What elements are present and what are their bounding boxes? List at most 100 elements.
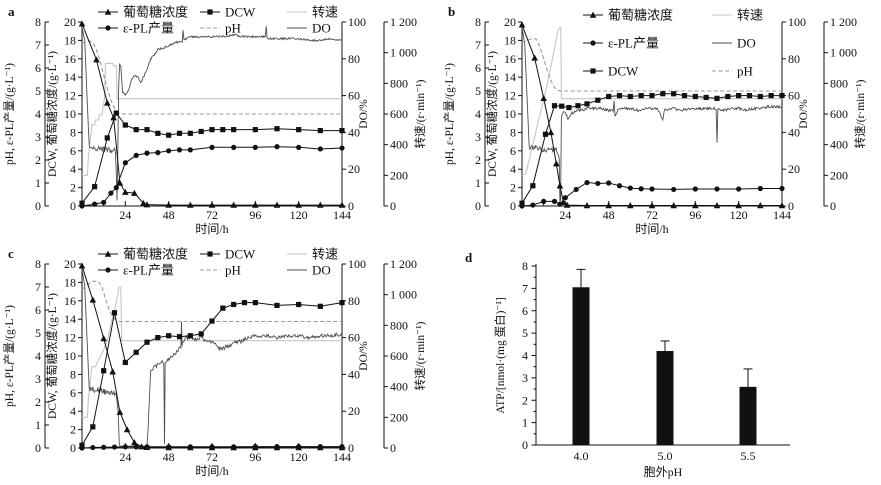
square-marker — [339, 300, 345, 306]
square-marker — [231, 127, 237, 133]
square-marker — [649, 93, 655, 99]
triangle-marker — [556, 182, 564, 189]
tick-label: 8 — [522, 259, 528, 273]
tick-label: 6 — [475, 61, 481, 75]
square-marker — [79, 442, 85, 448]
circle-marker — [779, 185, 785, 192]
tick-label: 8 — [35, 257, 41, 271]
square-marker — [90, 424, 96, 430]
tick-label: 400 — [390, 138, 408, 152]
tick-label: 16 — [504, 52, 516, 66]
legend-entry-ph: pH — [200, 263, 241, 278]
legend-label: pH — [225, 21, 241, 36]
square-marker — [559, 103, 565, 109]
circle-marker — [101, 444, 107, 450]
tick-label: 96 — [689, 208, 701, 222]
tick-label: 2 — [35, 395, 41, 409]
circle-marker — [209, 144, 215, 150]
tick-label: 100 — [348, 15, 366, 29]
tick-label: 6 — [35, 61, 41, 75]
series-dcw-markers — [79, 300, 345, 448]
tick-label: 6 — [35, 303, 41, 317]
square-marker — [207, 9, 213, 15]
triangle-marker — [589, 11, 597, 18]
square-marker — [317, 303, 323, 309]
legend-entry-speed: 转速 — [287, 5, 338, 20]
panel-a-timecourse-ph4: a 24 48 72 96 120 144 时间/h 0 1 2 3 4 5 6 7 8 pH, ε-PL产量/(… — [0, 0, 440, 242]
circle-marker — [274, 144, 280, 150]
tick-label: 120 — [290, 208, 308, 222]
tick-label: 10 — [504, 107, 516, 121]
tick-label: 0 — [788, 199, 794, 213]
tick-label: 20 — [348, 404, 360, 418]
circle-marker — [595, 180, 601, 187]
square-marker — [231, 301, 237, 308]
legend-label: ε-PL产量 — [123, 21, 174, 36]
x-axis-title: 时间/h — [635, 222, 668, 236]
legend-entry-speed: 转速 — [712, 8, 763, 23]
tick-label: 10 — [64, 107, 76, 121]
circle-marker — [584, 179, 590, 186]
tick-label: 0 — [348, 441, 354, 455]
square-marker — [252, 300, 258, 306]
tick-label: 1 000 — [830, 46, 857, 60]
tick-label: 18 — [64, 275, 76, 289]
triangle-marker — [78, 262, 86, 269]
tick-label: 6 — [510, 144, 516, 158]
square-marker — [746, 93, 753, 99]
tick-label: 60 — [348, 331, 360, 345]
dcw-axis: 0 2 4 6 8 10 12 14 16 18 20 DCW, 葡萄糖浓度/(g·L⁻¹) — [45, 257, 83, 455]
square-marker — [144, 127, 150, 133]
triangle-marker — [208, 201, 216, 208]
square-marker — [133, 127, 139, 133]
circle-marker — [692, 186, 698, 192]
tick-label: 1 — [475, 176, 481, 190]
triangle-marker — [757, 202, 764, 209]
tick-label: 14 — [64, 70, 76, 84]
legend-label: pH — [225, 263, 241, 278]
circle-marker — [573, 186, 579, 193]
legend-label: 葡萄糖浓度 — [123, 5, 188, 20]
series-ph — [81, 40, 342, 115]
x-axis-title: 胞外pH — [644, 465, 683, 479]
legend-entry-glucose: 葡萄糖浓度 — [98, 247, 188, 262]
tick-label: 16 — [64, 294, 76, 308]
square-marker — [551, 103, 558, 109]
circle-marker — [176, 147, 183, 153]
square-marker — [198, 331, 204, 337]
legend-label: DCW — [225, 247, 256, 262]
tick-label: 100 — [788, 15, 806, 29]
circle-marker — [166, 444, 172, 450]
triangle-marker — [563, 201, 571, 208]
circle-marker — [638, 186, 644, 192]
tick-label: 800 — [390, 76, 408, 90]
tick-label: 72 — [206, 450, 218, 464]
tick-label: 0 — [510, 199, 516, 213]
triangle-marker — [273, 201, 281, 208]
circle-marker — [339, 145, 345, 151]
triangle-marker — [138, 443, 145, 450]
square-marker — [714, 95, 720, 101]
circle-marker — [231, 444, 237, 450]
square-marker — [155, 130, 161, 136]
circle-marker — [252, 144, 258, 150]
do-axis: 0 20 40 60 80 100 DO/% — [341, 257, 370, 455]
do-axis-title: DO/% — [798, 99, 810, 129]
epl-axis: 0 1 2 3 4 5 6 7 8 pH, ε-PL产量/(g·L⁻¹) — [2, 257, 49, 455]
x-axis-title: 时间/h — [195, 464, 228, 478]
series-epl-markers — [79, 444, 345, 451]
triangle-marker — [692, 202, 699, 209]
speed-axis-title: 转速/(r·min⁻¹) — [413, 79, 427, 148]
triangle-marker — [140, 199, 147, 206]
circle-marker — [90, 444, 96, 451]
dcw-axis-title: DCW, 葡萄糖浓度/(g·L⁻¹) — [485, 51, 499, 177]
circle-marker — [317, 146, 323, 152]
tick-label: 2 — [35, 153, 41, 167]
dcw-axis-title: DCW, 葡萄糖浓度/(g·L⁻¹) — [45, 51, 59, 177]
tick-label: 800 — [830, 76, 848, 90]
tick-label: 1 000 — [390, 46, 417, 60]
legend-entry-epl: ε-PL产量 — [98, 263, 174, 278]
y-axis-title: ATP/[nmol·(mg 蛋白)⁻¹] — [493, 297, 507, 414]
legend: 葡萄糖浓度 DCW 转速 ε-PL产量 pH DO — [98, 5, 338, 36]
category-label: 5.5 — [741, 449, 756, 463]
